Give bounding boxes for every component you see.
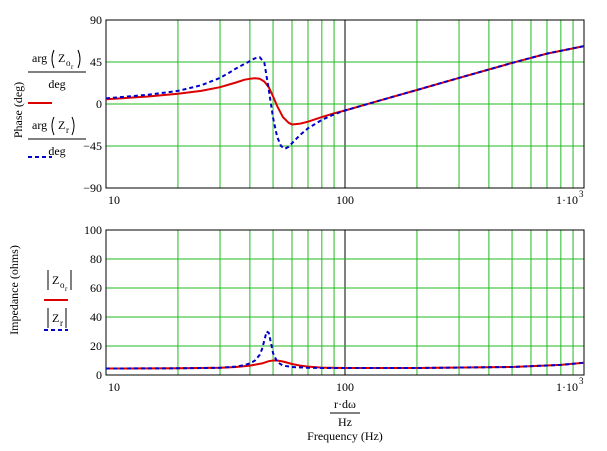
x-tick-label: 10 <box>108 380 120 394</box>
paren-left <box>51 116 55 136</box>
legend-var: Z <box>58 118 65 132</box>
x-tick-label: 1·10 <box>556 193 578 207</box>
y-tick-label: 80 <box>90 252 102 266</box>
plot-frame <box>105 19 585 189</box>
x-tick-label: 1·10 <box>556 380 578 394</box>
y-axis-label: Impedance (ohms) <box>7 245 21 335</box>
x-label-denominator: Hz <box>338 415 352 429</box>
x-axis-title: Frequency (Hz) <box>307 429 383 443</box>
series-line-1 <box>105 330 585 370</box>
paren-left <box>51 49 55 69</box>
plot-frame <box>105 229 585 376</box>
legend-arg-text: arg <box>32 118 47 132</box>
x-tick-superscript: 3 <box>579 376 584 386</box>
legend-subsub: r <box>65 285 68 293</box>
legend-sub: o <box>60 280 65 290</box>
x-tick-label: 100 <box>336 380 354 394</box>
legend-var: Z <box>52 311 59 325</box>
x-label-numerator: r·dω <box>334 397 356 411</box>
paren-right <box>71 116 75 136</box>
x-tick-superscript: 3 <box>579 189 584 199</box>
y-tick-label: 0 <box>96 368 102 382</box>
legend-subsub: r <box>71 63 74 71</box>
legend-var: Z <box>52 273 59 287</box>
y-axis-label: Phase (deg) <box>11 82 25 138</box>
y-tick-label: 0 <box>96 97 102 111</box>
y-tick-label: −90 <box>83 181 102 195</box>
x-tick-label: 100 <box>336 193 354 207</box>
paren-right <box>77 49 81 69</box>
legend-var: Z <box>58 51 65 65</box>
legend-arg-text: arg <box>32 51 47 65</box>
legend-sub: r <box>60 318 63 328</box>
y-tick-label: 45 <box>90 55 102 69</box>
x-tick-label: 10 <box>108 193 120 207</box>
series-line-1 <box>105 45 585 150</box>
y-tick-label: 20 <box>90 339 102 353</box>
y-tick-label: 100 <box>84 223 102 237</box>
y-tick-label: 60 <box>90 281 102 295</box>
legend-den: deg <box>48 77 65 91</box>
legend-den: deg <box>48 144 65 158</box>
legend-sub: o <box>66 58 71 68</box>
y-tick-label: −45 <box>83 139 102 153</box>
y-tick-label: 40 <box>90 310 102 324</box>
legend-sub: r <box>66 125 69 135</box>
y-tick-label: 90 <box>90 13 102 27</box>
